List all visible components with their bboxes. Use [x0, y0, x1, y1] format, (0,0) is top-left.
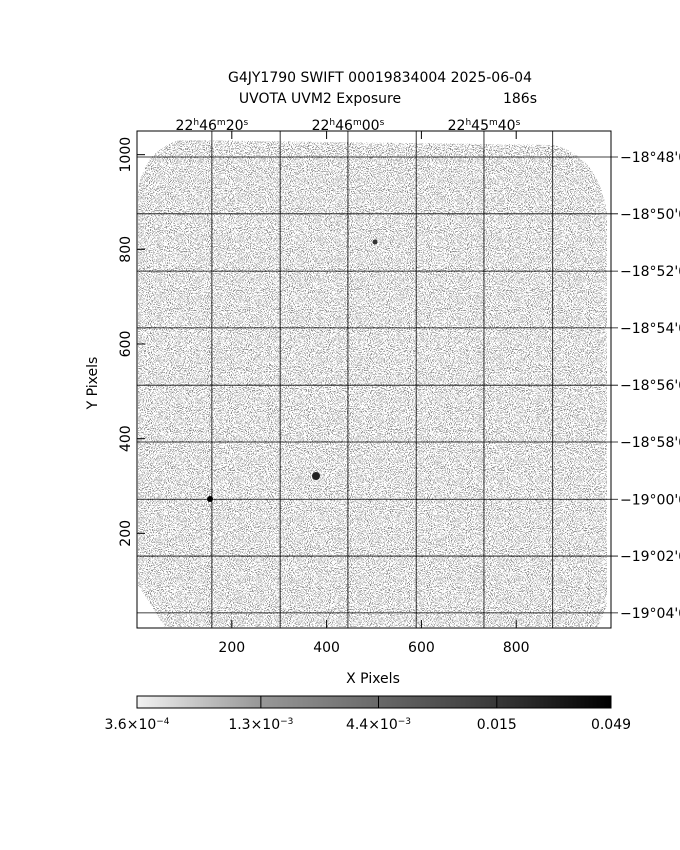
y-tick-label: 1000: [118, 137, 134, 173]
colorbar-tick-label: 1.3×10−3: [228, 717, 293, 733]
colorbar-tick-label: 0.049: [591, 717, 631, 733]
colorbar-tick-label-part: −3: [398, 717, 411, 727]
dec-tick-label: −18°54'0: [620, 321, 680, 337]
dec-tick-label: −19°02'0: [620, 549, 680, 565]
ra-tick-label-part: 20: [226, 118, 244, 134]
x-tick-label: 200: [218, 640, 245, 656]
colorbar-tick-label: 3.6×10−4: [104, 717, 169, 733]
dec-tick-label: −19°00'0: [620, 492, 680, 508]
exposure-image: [138, 140, 607, 627]
ra-tick-label-part: m: [217, 118, 226, 128]
y-tick-label: 200: [118, 520, 134, 547]
colorbar-tick-label: 0.015: [477, 717, 517, 733]
x-tick-label: 400: [313, 640, 340, 656]
dec-tick-label: −19°04'0: [620, 606, 680, 622]
colorbar-tick-label-part: 4.4×10: [346, 717, 398, 733]
y-axis-label: Y Pixels: [85, 357, 101, 411]
ra-tick-label-part: m: [353, 118, 362, 128]
y-tick-label: 400: [118, 425, 134, 452]
ra-tick-label-part: h: [465, 118, 471, 128]
exposure-time: 186s: [503, 91, 537, 107]
ra-tick-label-part: 22: [448, 118, 466, 134]
axes: [137, 131, 618, 628]
colorbar-tick-label-part: 3.6×10: [104, 717, 156, 733]
y-tick-label: 600: [118, 331, 134, 358]
dec-tick-label: −18°48'0: [620, 150, 680, 166]
chart-title: G4JY1790 SWIFT 00019834004 2025-06-04: [228, 70, 532, 86]
x-tick-label: 800: [503, 640, 530, 656]
y-tick-label: 800: [118, 236, 134, 263]
colorbar-tick-label-part: −4: [156, 717, 170, 727]
dec-tick-label: −18°58'0: [620, 435, 680, 451]
ra-tick-label-part: m: [489, 118, 498, 128]
colorbar: [136, 695, 612, 709]
ra-tick-label-part: 22: [176, 118, 194, 134]
plot-frame: [136, 130, 612, 629]
x-tick-label: 600: [408, 640, 435, 656]
ra-tick-label-part: 00: [362, 118, 380, 134]
ra-tick-label: 22h46m20s: [176, 118, 249, 134]
ra-tick-label-part: s: [516, 118, 521, 128]
ra-tick-label-part: h: [329, 118, 335, 128]
ra-tick-label-part: h: [193, 118, 199, 128]
colorbar-tick-label-part: 1.3×10: [228, 717, 280, 733]
chart-subtitle: UVOTA UVM2 Exposure: [239, 91, 401, 107]
colorbar-tick-label-part: −3: [280, 717, 293, 727]
ra-tick-label: 22h46m00s: [312, 118, 385, 134]
ra-tick-label-part: s: [380, 118, 385, 128]
dec-tick-label: −18°52'0: [620, 264, 680, 280]
dec-tick-label: −18°56'0: [620, 378, 680, 394]
ra-tick-label-part: 46: [335, 118, 353, 134]
ra-tick-label-part: 40: [498, 118, 516, 134]
ra-tick-label-part: s: [244, 118, 249, 128]
ra-tick-label-part: 45: [471, 118, 489, 134]
dec-tick-label: −18°50'0: [620, 207, 680, 223]
colorbar-tick-label: 4.4×10−3: [346, 717, 411, 733]
ra-tick-label: 22h45m40s: [448, 118, 521, 134]
ra-tick-label-part: 46: [199, 118, 217, 134]
ra-tick-label-part: 22: [312, 118, 330, 134]
x-axis-label: X Pixels: [346, 671, 400, 687]
